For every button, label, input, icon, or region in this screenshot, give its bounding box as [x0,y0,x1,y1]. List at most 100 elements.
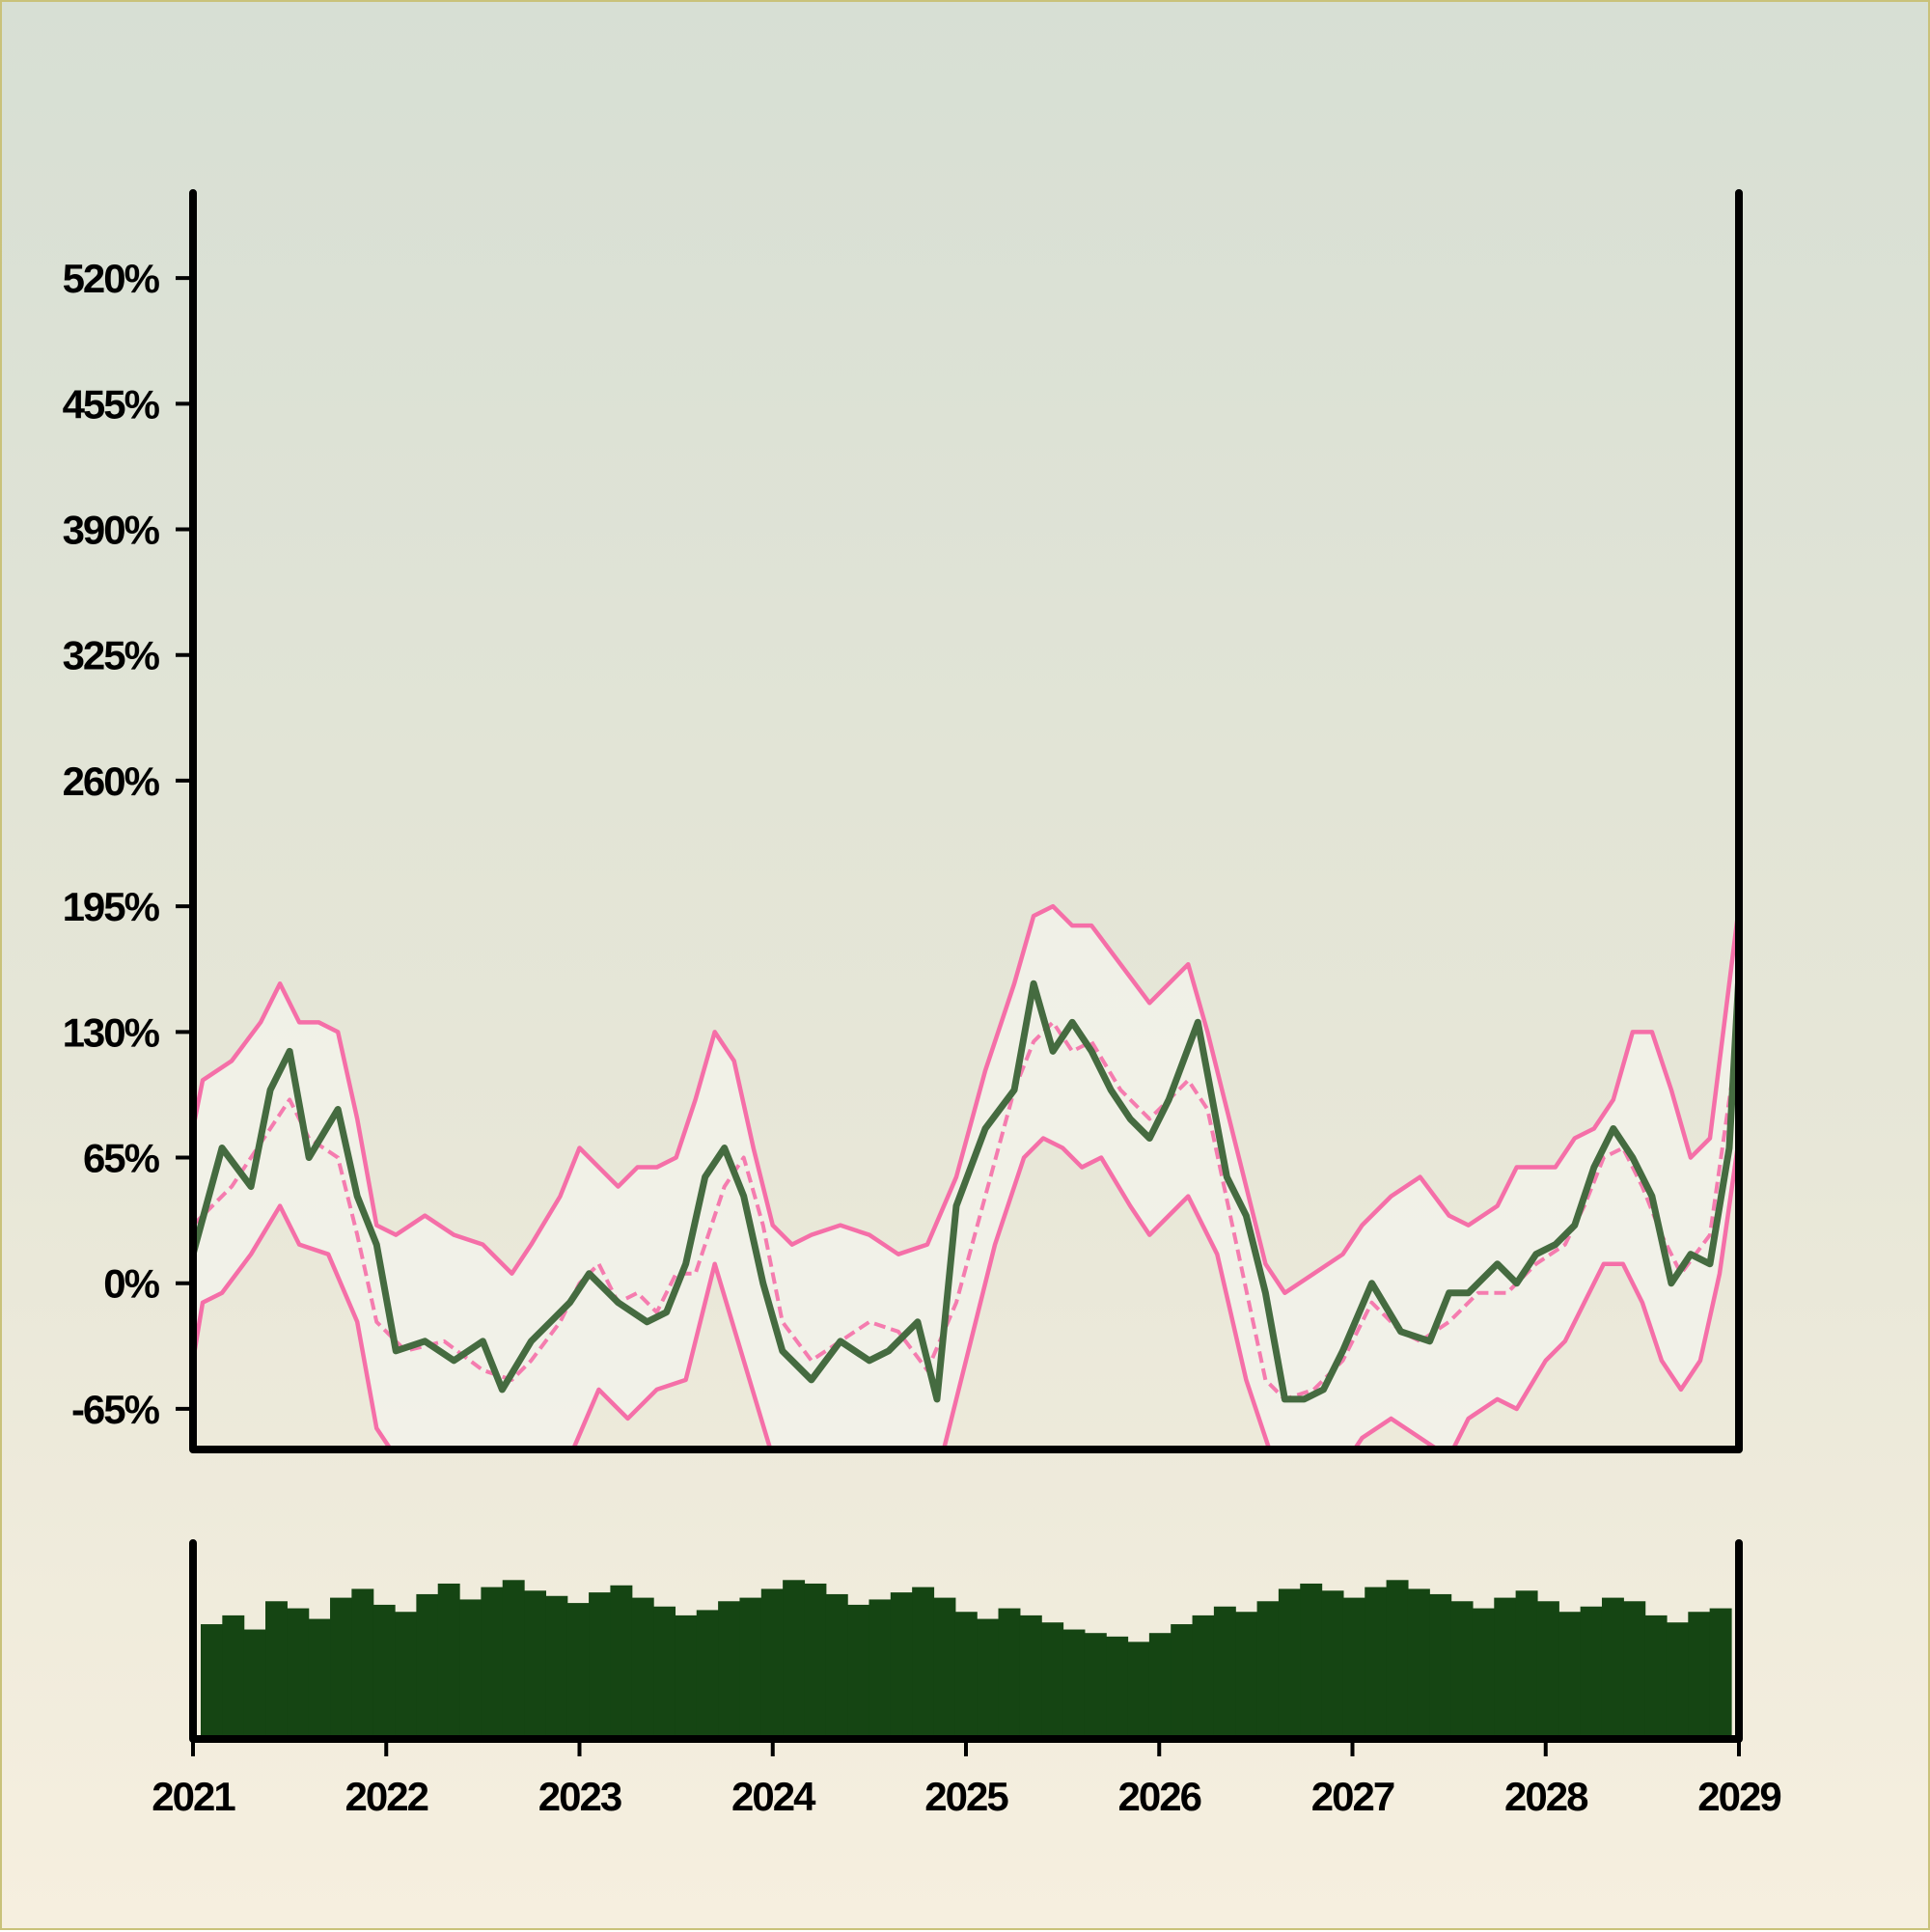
volume-bar [1062,1629,1086,1739]
volume-bar [1213,1606,1236,1739]
volume-bar [1041,1622,1064,1739]
x-axis-tick-label: 2021 [152,1774,235,1819]
axis-layer [176,189,1743,1756]
volume-bar [739,1597,762,1739]
volume-bar [998,1608,1021,1739]
volume-bar [1472,1608,1495,1739]
volume-bar [351,1588,374,1739]
label-layer: 520% 455% 390% 325% 260% 195% 130% 65% 0% -65% 202… [63,256,1783,1819]
volume-bar [718,1601,741,1739]
volume-bar [1558,1612,1582,1739]
volume-bar [1171,1624,1194,1739]
volume-bar [933,1597,956,1739]
upper-band-line [193,903,1739,1296]
volume-bar [804,1583,827,1739]
x-axis-tick-label: 2029 [1697,1774,1780,1819]
volume-bar [1580,1606,1603,1739]
volume-bar [912,1587,935,1739]
y-axis-tick-label: 130% [63,1009,160,1055]
volume-bar [1450,1601,1474,1739]
volume-bar [545,1595,568,1739]
volume-bar [1407,1588,1430,1739]
volume-bar [1106,1636,1129,1739]
volume-bar [696,1610,719,1739]
volume-bar [1601,1597,1624,1739]
volume-bar [243,1629,266,1739]
volume-bar [1623,1601,1646,1739]
volume-bar [1321,1590,1344,1739]
volume-bar [977,1618,1000,1739]
y-axis-tick-label: -65% [71,1387,160,1432]
volume-bar [890,1592,913,1739]
bollinger-band-fill [193,906,1739,1449]
volume-bar [330,1597,352,1739]
volume-bar [1536,1601,1559,1739]
volume-bar [459,1599,482,1739]
x-axis-tick-label: 2027 [1311,1774,1394,1819]
volume-bar [222,1615,245,1739]
volume-bar [610,1585,633,1739]
lower-band-line [193,1136,1739,1449]
volume-bar [1515,1590,1538,1739]
volume-bar [954,1612,978,1739]
volume-bar [1429,1593,1452,1739]
y-axis-tick-label: 195% [63,884,160,929]
volume-bar [631,1597,654,1739]
volume-bar [372,1604,396,1739]
volume-bar [847,1604,870,1739]
volume-bar [1666,1622,1689,1739]
volume-bar [1688,1612,1711,1739]
main-plot-frame [189,189,1743,1453]
volume-bar [1019,1615,1042,1739]
band-fill-layer [193,906,1739,1449]
y-axis-tick-label: 390% [63,508,160,553]
volume-bar [308,1618,331,1739]
volume-bar [1235,1612,1258,1739]
y-axis-tick-label: 260% [63,759,160,804]
x-axis-tick-label: 2024 [731,1774,816,1819]
volume-bar [1709,1608,1732,1739]
y-axis-tick-label: 520% [63,256,160,301]
price-line [193,974,1739,1403]
volume-bar [783,1580,806,1739]
volume-bar [287,1608,310,1739]
volume-bar [437,1583,460,1739]
volume-bar [416,1593,439,1739]
volume-bar [1494,1597,1517,1739]
volume-bar [1386,1580,1409,1739]
x-axis-tick-label: 2026 [1118,1774,1201,1819]
volume-bar [1148,1633,1172,1739]
y-axis-tick-label: 65% [83,1136,160,1181]
y-axis-tick-label: 325% [63,633,160,678]
volume-bar [481,1587,504,1739]
volume-bar [1300,1583,1323,1739]
volume-bar [1256,1601,1280,1739]
x-axis-tick-label: 2025 [924,1774,1008,1819]
volume-bar [201,1624,223,1739]
volume-bar [524,1590,547,1739]
volume-bar [502,1580,525,1739]
x-axis-tick-label: 2022 [345,1774,428,1819]
volume-bar [868,1599,892,1739]
x-axis-tick-label: 2028 [1504,1774,1588,1819]
y-axis-tick-label: 455% [63,381,160,427]
volume-bar [265,1601,288,1739]
volume-bar [589,1592,612,1739]
volume-bar [760,1588,784,1739]
volume-bar [1084,1633,1107,1739]
x-axis-tick-label: 2023 [538,1774,621,1819]
volume-bar [675,1615,698,1739]
volume-bar [395,1612,417,1739]
volume-bar [653,1606,676,1739]
volume-layer [201,1580,1732,1739]
volume-bar [1192,1615,1215,1739]
y-axis-tick-label: 0% [103,1261,159,1307]
volume-bar [1365,1587,1388,1739]
volume-bar [566,1603,590,1739]
series-layer [193,903,1739,1449]
volume-bar [1342,1597,1365,1739]
volume-bar [1278,1588,1301,1739]
volume-bar [825,1593,848,1739]
